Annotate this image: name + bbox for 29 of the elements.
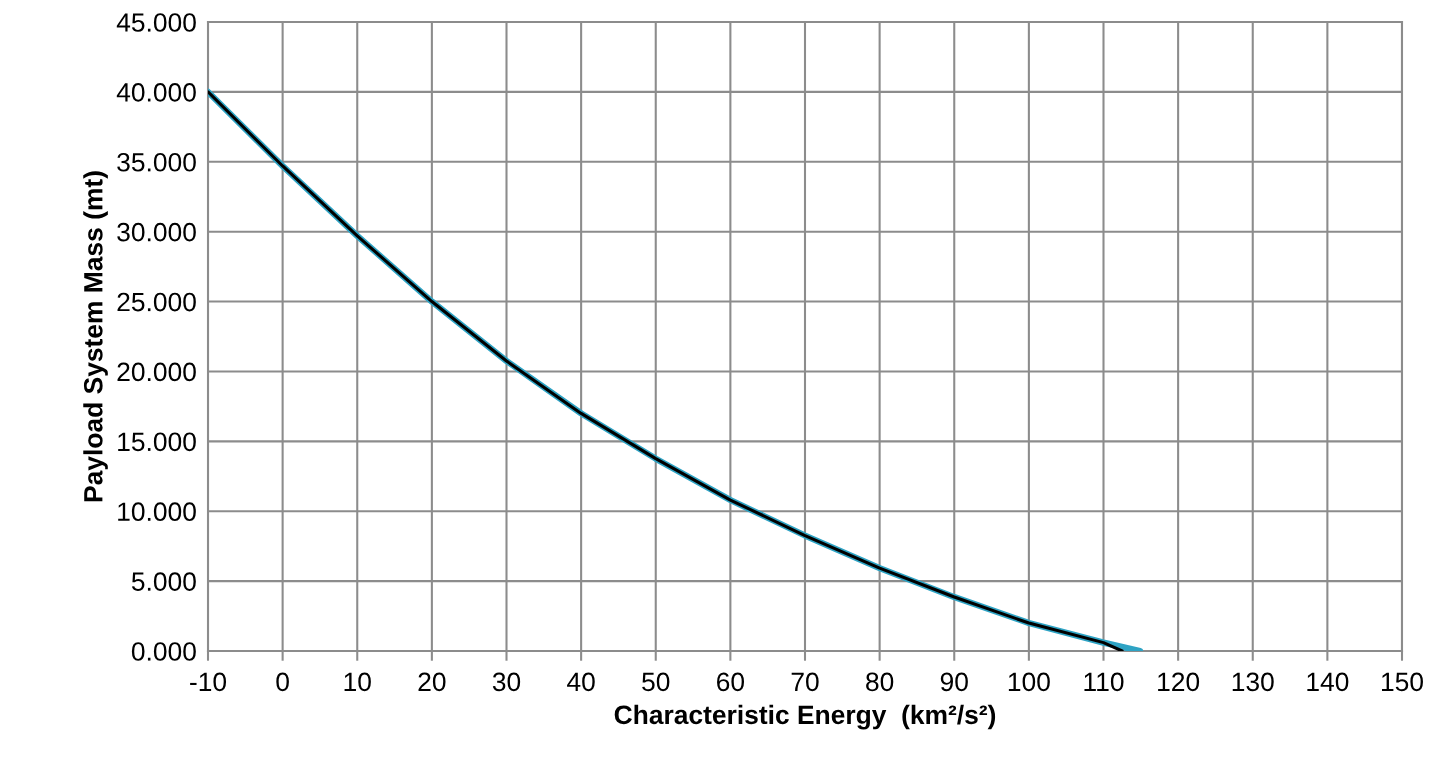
- y-tick-label: 15.000: [118, 432, 196, 452]
- x-tick-label: 30: [492, 672, 521, 692]
- y-tick-label: 35.000: [117, 152, 196, 172]
- x-axis-title: Characteristic Energy (km²/s²): [614, 704, 996, 730]
- y-tick-label: 25.000: [117, 292, 196, 312]
- x-tick-label: 100: [1008, 672, 1050, 692]
- y-tick-label: 30.000: [117, 222, 196, 242]
- x-tick-label: 40: [567, 672, 595, 692]
- y-tick-label: 0.000: [131, 642, 196, 661]
- y-tick-label: 5.000: [131, 572, 196, 591]
- y-axis-title: Payload System Mass (mt): [83, 171, 108, 502]
- x-tick-label: -10: [190, 672, 227, 692]
- y-tick-label: 45.000: [116, 13, 196, 32]
- x-tick-label: 110: [1084, 672, 1124, 692]
- x-tick-label: 20: [418, 672, 446, 692]
- x-tick-label: 120: [1158, 672, 1200, 692]
- y-tick-label: 10.000: [118, 502, 196, 522]
- x-tick-label: 0: [276, 672, 289, 692]
- x-tick-label: 80: [866, 672, 894, 692]
- y-tick-label: 20.000: [117, 362, 196, 382]
- x-tick-label: 50: [642, 672, 670, 692]
- x-tick-label: 90: [940, 672, 968, 692]
- x-tick-label: 150: [1382, 672, 1423, 692]
- x-tick-label: 130: [1232, 672, 1274, 692]
- y-tick-label: 40.000: [116, 83, 196, 102]
- x-tick-label: 60: [717, 672, 745, 692]
- x-tick-label: 10: [344, 672, 371, 692]
- x-tick-label: 140: [1307, 672, 1349, 692]
- x-tick-label: 70: [791, 672, 819, 692]
